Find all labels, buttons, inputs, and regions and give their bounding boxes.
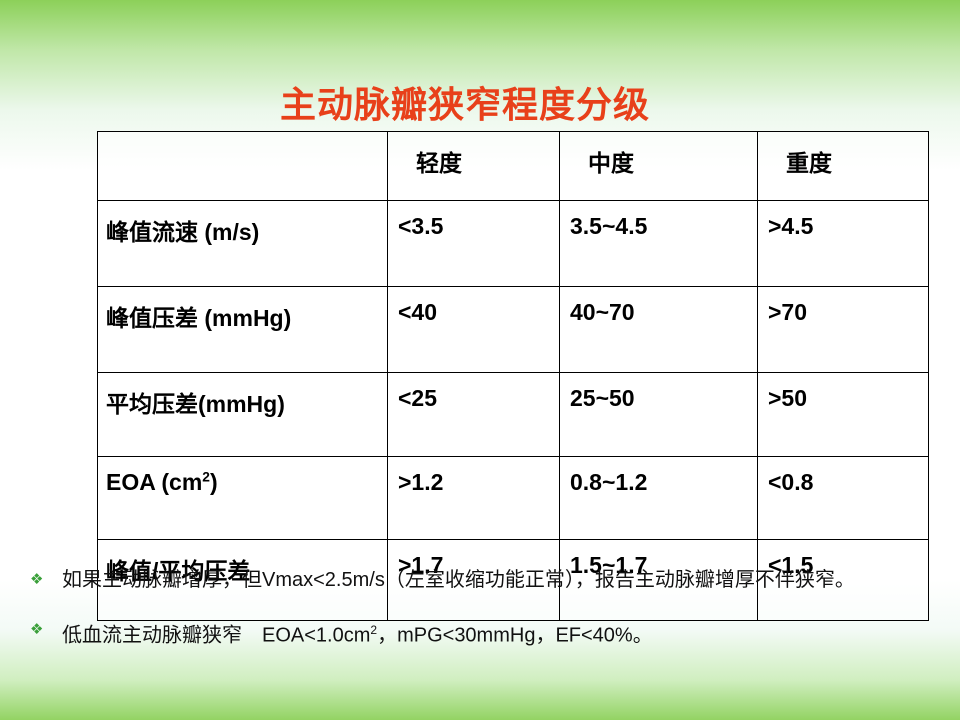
row-label: 峰值/平均压差 xyxy=(97,539,388,621)
bullet-item: ❖ 低血流主动脉瓣狭窄 EOA<1.0cm2，mPG<30mmHg，EF<40%。 xyxy=(30,616,900,650)
table-cell: 25~50 xyxy=(559,372,758,457)
header-cell: 轻度 xyxy=(387,131,560,201)
table-cell: 0.8~1.2 xyxy=(559,456,758,540)
table-cell: <40 xyxy=(387,286,560,373)
table-cell: 1.5~1.7 xyxy=(559,539,758,621)
superscript: 2 xyxy=(370,623,378,637)
table-cell: >70 xyxy=(757,286,929,373)
table-row: EOA (cm2) >1.2 0.8~1.2 <0.8 xyxy=(97,456,929,540)
text-part: EOA (cm xyxy=(106,469,203,495)
header-cell: 重度 xyxy=(757,131,929,201)
table-row: 平均压差(mmHg) <25 25~50 >50 xyxy=(97,372,929,457)
table-cell: >1.2 xyxy=(387,456,560,540)
text-part: ) xyxy=(209,469,218,495)
row-label: 峰值压差 (mmHg) xyxy=(97,286,388,373)
text-part: ，mPG<30mmHg，EF<40%。 xyxy=(377,624,653,647)
table-cell: <25 xyxy=(387,372,560,457)
bullet-icon: ❖ xyxy=(30,571,44,588)
table-cell: >4.5 xyxy=(757,200,929,287)
table-cell: <0.8 xyxy=(757,456,929,540)
bullet-item: ❖ 如果主动脉瓣增厚，但Vmax<2.5m/s（左室收缩功能正常），报告主动脉瓣增… xyxy=(30,566,900,594)
bullet-text: 低血流主动脉瓣狭窄 EOA<1.0cm2，mPG<30mmHg，EF<40%。 xyxy=(62,616,892,650)
bullet-icon: ❖ xyxy=(30,621,44,638)
table-cell: >50 xyxy=(757,372,929,457)
header-cell xyxy=(97,131,388,201)
grading-table: 轻度 中度 重度 峰值流速 (m/s) <3.5 3.5~4.5 >4.5 峰值压差 (mmH… xyxy=(97,131,929,621)
header-cell: 中度 xyxy=(559,131,758,201)
text-part: 低血流主动脉瓣狭窄 EOA<1.0cm xyxy=(62,624,371,647)
superscript: 2 xyxy=(202,469,210,485)
row-label: 平均压差(mmHg) xyxy=(97,372,388,457)
table-row: 峰值压差 (mmHg) <40 40~70 >70 xyxy=(97,286,929,373)
table-cell: <3.5 xyxy=(387,200,560,287)
row-label: EOA (cm2) xyxy=(97,456,388,540)
header-row: 轻度 中度 重度 xyxy=(97,131,929,201)
slide-title: 主动脉瓣狭窄程度分级 xyxy=(279,84,650,125)
table-cell: <1.5 xyxy=(757,539,929,621)
table-row: 峰值流速 (m/s) <3.5 3.5~4.5 >4.5 xyxy=(97,200,929,287)
table-row: 峰值/平均压差 >1.7 1.5~1.7 <1.5 xyxy=(97,539,929,621)
table-cell: >1.7 xyxy=(387,539,560,621)
table-cell: 40~70 xyxy=(559,286,758,373)
bullet-list: ❖ 如果主动脉瓣增厚，但Vmax<2.5m/s（左室收缩功能正常），报告主动脉瓣增… xyxy=(30,566,900,672)
row-label: 峰值流速 (m/s) xyxy=(97,200,388,287)
table-cell: 3.5~4.5 xyxy=(559,200,758,287)
bullet-text: 如果主动脉瓣增厚，但Vmax<2.5m/s（左室收缩功能正常），报告主动脉瓣增厚… xyxy=(62,569,855,591)
